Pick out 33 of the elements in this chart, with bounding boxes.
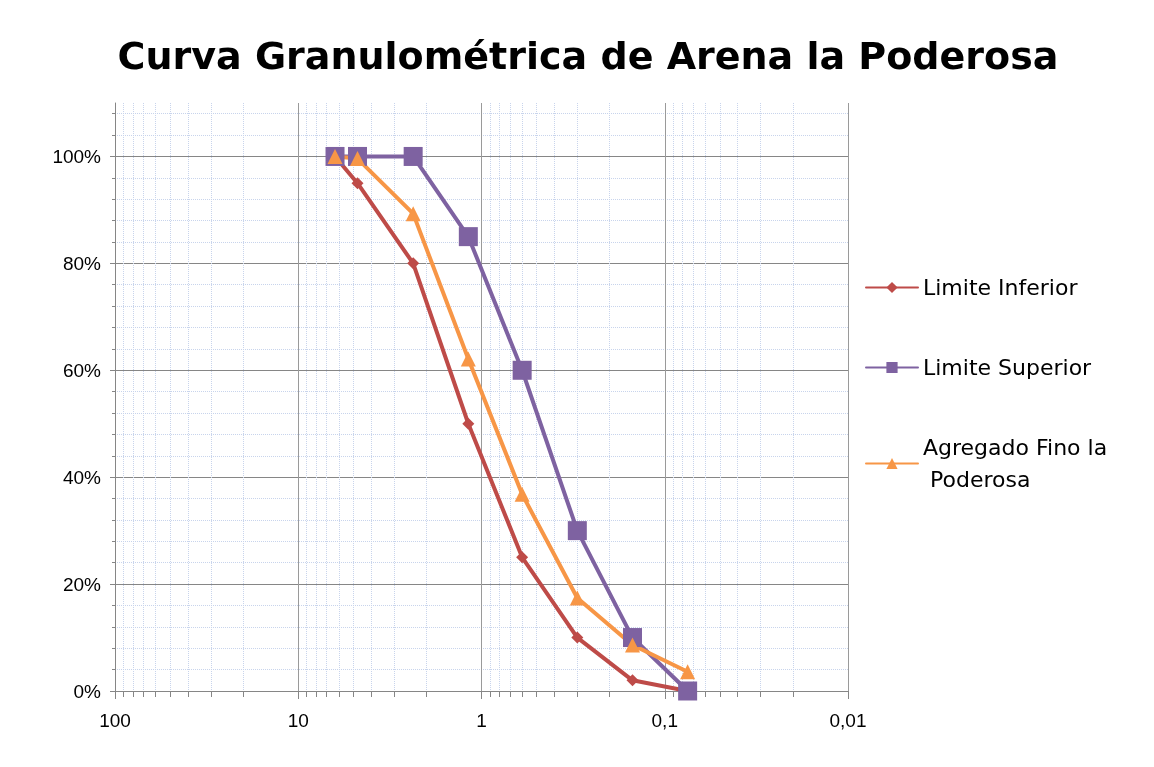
point [678,681,698,701]
y-tick-label: 20% [62,573,102,595]
point [351,177,364,190]
point [571,631,584,644]
point [405,206,421,222]
point [514,486,530,502]
x-tick-label: 0,01 [829,710,867,731]
point [407,257,420,270]
point [512,360,532,380]
y-tick-label: 60% [62,359,102,381]
x-tick-label: 1 [476,710,487,731]
y-tick-label: 100% [52,145,102,167]
x-tick-label: 10 [287,710,309,731]
point [624,637,640,653]
y-tick-label: 80% [62,252,102,274]
point [567,521,587,541]
point [626,674,639,687]
x-tick-label: 100 [99,710,131,731]
point [516,551,529,564]
point [350,151,365,167]
point [680,664,696,680]
legend-label: Agregado Fino la Poderosa [923,435,1108,492]
point [462,417,475,430]
y-tick-label: 0% [73,680,102,702]
point [458,227,478,247]
y-tick-label: 40% [62,466,102,488]
legend-label: Limite Superior [923,355,1093,380]
x-tick-label: 0,1 [651,710,678,731]
point [403,146,423,166]
point [569,590,585,606]
point [460,351,476,367]
legend-label: Limite Inferior [923,275,1079,300]
chart-title: Curva Granulométrica de Arena la Poderosa [117,34,1059,78]
